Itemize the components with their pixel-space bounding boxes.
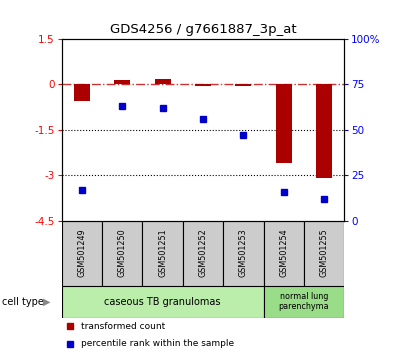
Text: transformed count: transformed count [82,322,166,331]
Text: caseous TB granulomas: caseous TB granulomas [104,297,221,307]
Bar [62,286,263,318]
Text: percentile rank within the sample: percentile rank within the sample [82,339,234,348]
Text: GSM501255: GSM501255 [320,229,329,278]
Bar [223,221,263,286]
Text: GSM501249: GSM501249 [77,229,86,278]
Bar [62,221,102,286]
Title: GDS4256 / g7661887_3p_at: GDS4256 / g7661887_3p_at [110,23,296,36]
Bar [74,84,90,101]
Bar [235,84,252,86]
Bar [142,221,183,286]
Text: ▶: ▶ [43,297,51,307]
Bar [183,221,223,286]
Text: GSM501251: GSM501251 [158,229,167,278]
Bar [114,80,130,84]
Text: GSM501253: GSM501253 [239,229,248,278]
Text: cell type: cell type [2,297,44,307]
Bar [102,221,142,286]
Bar [263,221,304,286]
Bar [276,84,292,163]
Text: normal lung
parenchyma: normal lung parenchyma [279,292,329,312]
Text: GSM501254: GSM501254 [279,229,288,278]
Bar [316,84,332,178]
Bar [195,84,211,86]
Bar [304,221,344,286]
Text: GSM501252: GSM501252 [199,229,207,278]
Bar [154,79,171,84]
Text: GSM501250: GSM501250 [118,229,127,278]
Bar [263,286,344,318]
